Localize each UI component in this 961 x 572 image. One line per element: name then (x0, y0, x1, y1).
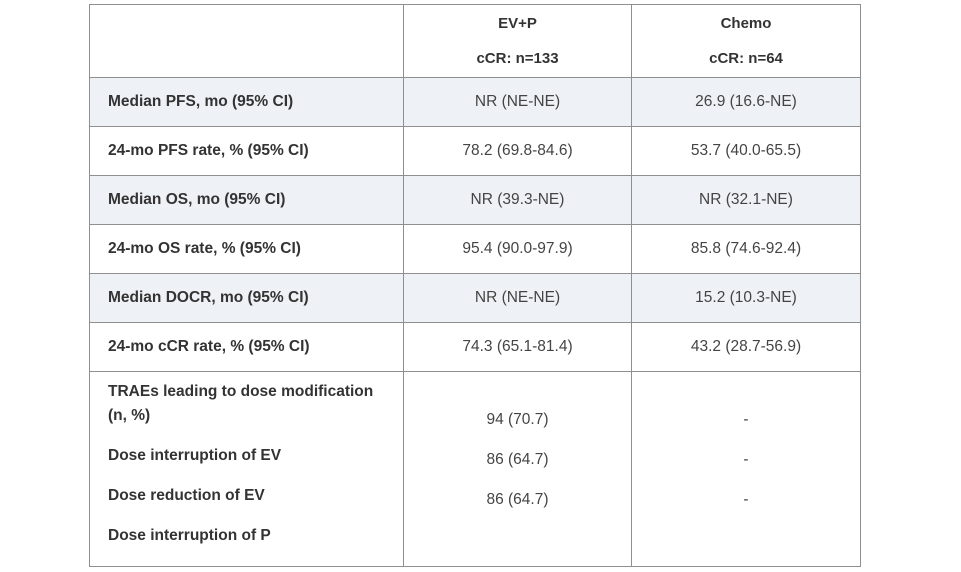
trae-heading-line1: TRAEs leading to dose modification (108, 383, 374, 400)
table-row: Median PFS, mo (95% CI) NR (NE-NE) 26.9 … (89, 77, 861, 127)
chemo-value: NR (32.1-NE) (631, 175, 861, 225)
header-chemo: Chemo cCR: n=64 (631, 4, 861, 78)
chemo-value: 85.8 (74.6-92.4) (631, 224, 861, 274)
header-ev-p-title: EV+P (498, 15, 537, 32)
header-chemo-n: cCR: n=64 (709, 50, 783, 67)
trae-sub-label: Dose interruption of P (108, 527, 271, 544)
ev-p-value: 86 (64.7) (486, 451, 549, 468)
row-label: Median DOCR, mo (95% CI) (89, 273, 404, 323)
header-ev-p: EV+P cCR: n=133 (403, 4, 632, 78)
trae-row: TRAEs leading to dose modification (n, %… (89, 371, 861, 567)
header-ev-p-n: cCR: n=133 (476, 50, 559, 67)
chemo-value: 26.9 (16.6-NE) (631, 77, 861, 127)
trae-heading-line2: (n, %) (108, 407, 151, 424)
trae-label-cell: TRAEs leading to dose modification (n, %… (89, 371, 404, 567)
table-row: 24-mo OS rate, % (95% CI) 95.4 (90.0-97.… (89, 224, 861, 274)
ev-p-value: NR (NE-NE) (403, 273, 632, 323)
chemo-value: - (743, 451, 749, 468)
row-label: 24-mo OS rate, % (95% CI) (89, 224, 404, 274)
trae-ev-p-cell: 94 (70.7) 86 (64.7) 86 (64.7) (403, 371, 632, 567)
header-empty-cell (89, 4, 404, 78)
ev-p-value: 86 (64.7) (486, 491, 549, 508)
chemo-value: - (743, 411, 749, 428)
trae-heading: TRAEs leading to dose modification (n, %… (108, 380, 403, 428)
trae-sub-label: Dose reduction of EV (108, 487, 265, 504)
ev-p-value: 94 (70.7) (486, 411, 549, 428)
ev-p-value: 78.2 (69.8-84.6) (403, 126, 632, 176)
trae-chemo-cell: - - - (631, 371, 861, 567)
header-row: EV+P cCR: n=133 Chemo cCR: n=64 (89, 4, 861, 78)
ev-p-value: NR (NE-NE) (403, 77, 632, 127)
ev-p-value: 74.3 (65.1-81.4) (403, 322, 632, 372)
chemo-value: - (743, 491, 749, 508)
chemo-value: 43.2 (28.7-56.9) (631, 322, 861, 372)
table-row: Median OS, mo (95% CI) NR (39.3-NE) NR (… (89, 175, 861, 225)
ev-p-value: 95.4 (90.0-97.9) (403, 224, 632, 274)
table-row: 24-mo PFS rate, % (95% CI) 78.2 (69.8-84… (89, 126, 861, 176)
chemo-value: 53.7 (40.0-65.5) (631, 126, 861, 176)
trae-sub-label: Dose interruption of EV (108, 447, 282, 464)
results-table: EV+P cCR: n=133 Chemo cCR: n=64 Median P… (89, 4, 861, 567)
row-label: Median OS, mo (95% CI) (89, 175, 404, 225)
row-label: 24-mo PFS rate, % (95% CI) (89, 126, 404, 176)
table-row: Median DOCR, mo (95% CI) NR (NE-NE) 15.2… (89, 273, 861, 323)
table-row: 24-mo cCR rate, % (95% CI) 74.3 (65.1-81… (89, 322, 861, 372)
row-label: 24-mo cCR rate, % (95% CI) (89, 322, 404, 372)
ev-p-value: NR (39.3-NE) (403, 175, 632, 225)
chemo-value: 15.2 (10.3-NE) (631, 273, 861, 323)
row-label: Median PFS, mo (95% CI) (89, 77, 404, 127)
header-chemo-title: Chemo (720, 15, 772, 32)
